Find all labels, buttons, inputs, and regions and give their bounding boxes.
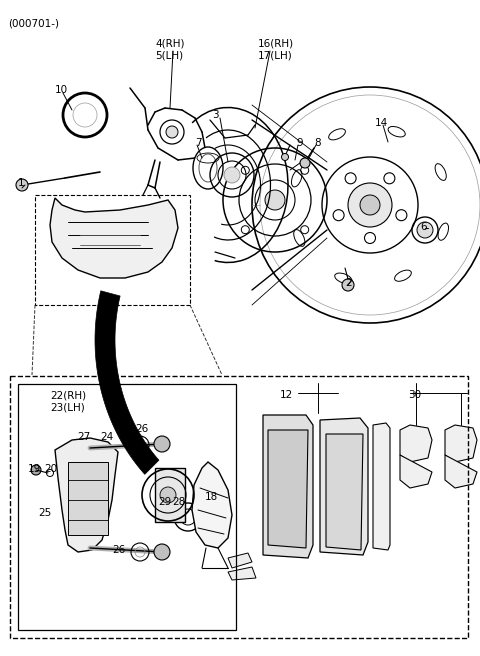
Polygon shape	[326, 434, 363, 550]
Polygon shape	[68, 462, 108, 535]
Circle shape	[281, 154, 288, 161]
Text: 6: 6	[420, 222, 427, 232]
Polygon shape	[95, 291, 159, 474]
Polygon shape	[55, 438, 118, 552]
Text: 5(LH): 5(LH)	[155, 51, 183, 61]
Bar	[75, 225, 143, 263]
Circle shape	[154, 544, 170, 560]
Circle shape	[348, 183, 392, 227]
Polygon shape	[228, 553, 252, 568]
Text: 2: 2	[345, 278, 352, 288]
Polygon shape	[320, 418, 368, 555]
Circle shape	[31, 465, 41, 475]
Text: 24: 24	[100, 432, 113, 442]
Ellipse shape	[199, 154, 217, 182]
Circle shape	[417, 222, 433, 238]
Circle shape	[16, 179, 28, 191]
Text: 20: 20	[44, 464, 57, 474]
Text: 19: 19	[28, 464, 41, 474]
Text: 26: 26	[135, 424, 148, 434]
Polygon shape	[228, 567, 256, 580]
Text: 12: 12	[280, 390, 293, 400]
Text: 16(RH): 16(RH)	[258, 38, 294, 48]
Circle shape	[154, 436, 170, 452]
Circle shape	[160, 487, 176, 503]
Text: 30: 30	[408, 390, 421, 400]
Text: 27: 27	[77, 432, 90, 442]
Text: 29: 29	[158, 497, 171, 507]
Text: 7: 7	[195, 138, 202, 148]
Ellipse shape	[193, 147, 223, 189]
Polygon shape	[373, 423, 390, 550]
Polygon shape	[445, 425, 477, 462]
Polygon shape	[192, 462, 232, 548]
Text: 22(RH): 22(RH)	[50, 390, 86, 400]
Circle shape	[360, 195, 380, 215]
Polygon shape	[445, 455, 477, 488]
Text: 3: 3	[212, 110, 218, 120]
Text: 8: 8	[314, 138, 321, 148]
Text: 25: 25	[38, 508, 51, 518]
Polygon shape	[400, 425, 432, 462]
Polygon shape	[50, 198, 178, 278]
Text: 9: 9	[296, 138, 302, 148]
Text: 18: 18	[205, 492, 218, 502]
Text: (000701-): (000701-)	[8, 18, 59, 28]
Text: 4(RH): 4(RH)	[155, 38, 184, 48]
Circle shape	[166, 126, 178, 138]
Text: 23(LH): 23(LH)	[50, 403, 85, 413]
Text: 28: 28	[172, 497, 185, 507]
Text: 14: 14	[375, 118, 388, 128]
Text: 10: 10	[55, 85, 68, 95]
Circle shape	[265, 190, 285, 210]
Polygon shape	[263, 415, 313, 558]
Polygon shape	[400, 455, 432, 488]
Circle shape	[342, 279, 354, 291]
Circle shape	[300, 158, 310, 168]
Circle shape	[224, 167, 240, 183]
Text: 1: 1	[18, 178, 24, 188]
Text: 26: 26	[112, 545, 125, 555]
Text: 17(LH): 17(LH)	[258, 51, 293, 61]
Polygon shape	[268, 430, 308, 548]
Bar	[155, 468, 185, 522]
